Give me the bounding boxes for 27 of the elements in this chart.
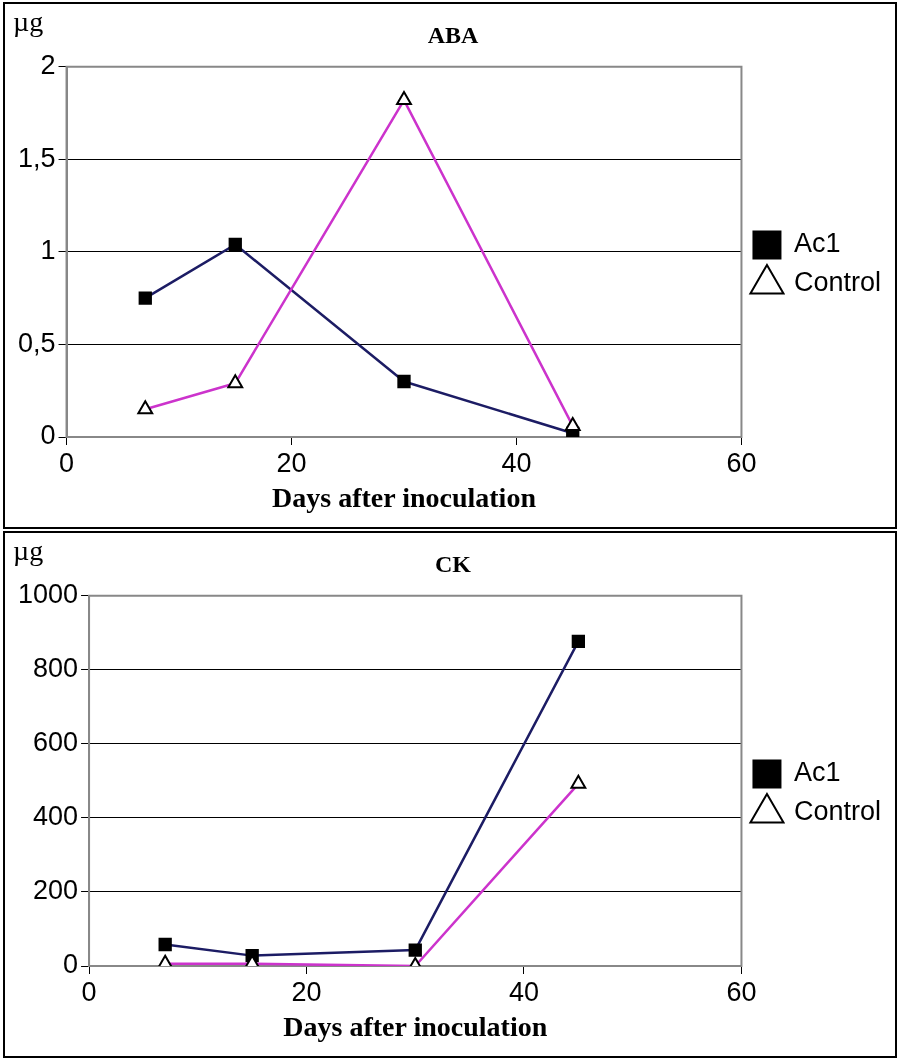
y-tick-label: 600 [33, 727, 79, 758]
x-tick-label: 40 [508, 976, 540, 1007]
x-tick-label: 60 [726, 976, 757, 1007]
y-tick-label: 200 [33, 875, 79, 906]
legend-label: Ac1 [793, 757, 841, 788]
legend-label: Control [793, 796, 882, 827]
x-tick-label: 60 [726, 447, 757, 478]
y-tick-label: 0 [63, 949, 79, 980]
y-tick-label: 400 [33, 801, 79, 832]
y-axis-title: µg [13, 535, 44, 567]
x-axis-title: Days after inoculation [272, 482, 537, 514]
y-tick-label: 1,5 [17, 142, 56, 173]
legend-label: Ac1 [793, 228, 841, 259]
y-tick-label: 0,5 [17, 327, 56, 358]
y-tick-label: 0 [40, 420, 56, 451]
x-axis-title: Days after inoculation [283, 1011, 548, 1043]
x-tick-label: 20 [276, 447, 307, 478]
y-tick-label: 2 [40, 50, 56, 81]
chart-title: CK [435, 550, 472, 577]
y-tick-label: 1000 [17, 579, 79, 610]
y-tick-label: 800 [33, 653, 79, 684]
x-tick-label: 20 [291, 976, 322, 1007]
y-tick-label: 1 [40, 235, 56, 266]
chart-title: ABA [427, 21, 479, 48]
legend-label: Control [793, 267, 882, 298]
y-axis-title: µg [13, 6, 44, 38]
x-tick-label: 40 [501, 447, 532, 478]
